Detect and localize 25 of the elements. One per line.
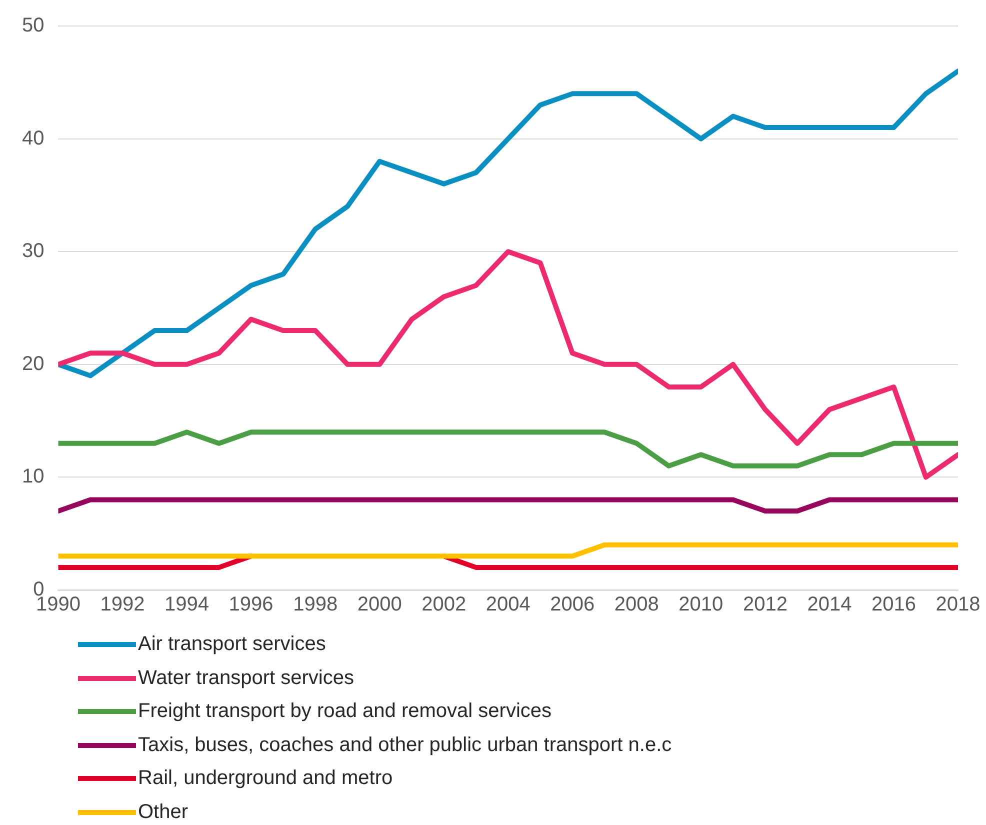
legend-label: Other [138,800,188,824]
legend-label: Freight transport by road and removal services [138,700,552,724]
x-tick-label: 2014 [807,594,852,616]
y-tick-label: 50 [22,14,44,37]
y-tick-label: 40 [22,127,44,150]
x-tick-label: 2004 [486,594,530,616]
legend-label: Water transport services [138,666,354,690]
legend-label: Air transport services [138,633,326,656]
legend-label: Rail, underground and metro [138,767,393,790]
x-tick-label: 1998 [293,594,338,616]
x-tick-label: 2012 [742,594,788,616]
x-tick-label: 2010 [678,594,724,616]
x-tick-label: 2002 [422,594,466,616]
y-tick-label: 30 [22,240,44,262]
y-tick-label: 20 [22,352,44,375]
x-tick-label: 2000 [357,594,402,616]
legend-label: Taxis, buses, coaches and other public urban transport n.e.c [138,734,672,757]
x-tick-label: 2018 [936,594,980,616]
x-tick-label: 1996 [228,594,274,616]
x-tick-label: 2008 [614,594,659,616]
x-tick-label: 2006 [550,594,595,616]
x-tick-label: 1994 [164,594,210,616]
y-tick-label: 10 [22,466,44,488]
x-tick-label: 2016 [871,594,916,616]
x-tick-label: 1992 [100,594,145,616]
